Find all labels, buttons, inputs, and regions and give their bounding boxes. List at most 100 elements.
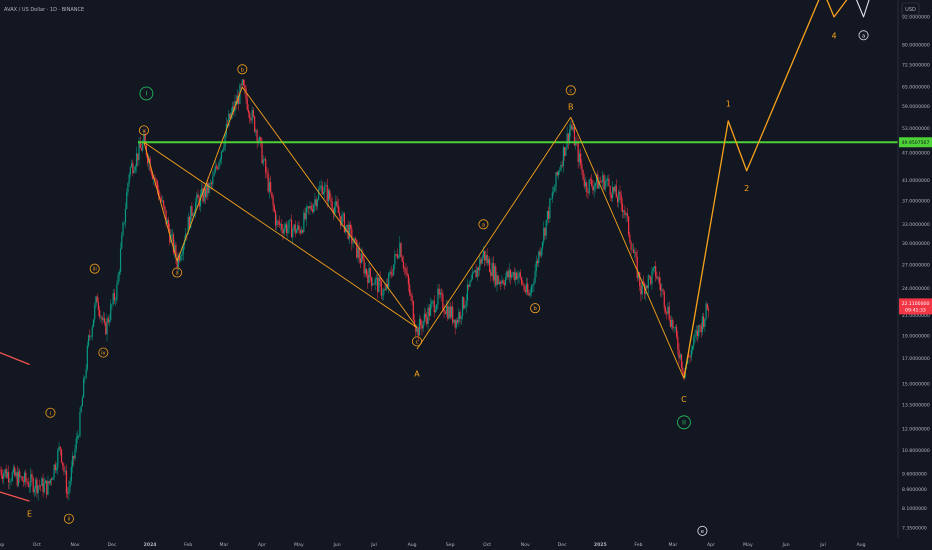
candle-body <box>624 210 626 215</box>
candle-body <box>33 488 36 493</box>
candle-body <box>442 294 444 310</box>
time-axis-panel[interactable] <box>0 538 932 550</box>
orange-wave-pattern[interactable] <box>416 116 685 379</box>
wave-label-circle <box>858 30 869 41</box>
candle-body <box>76 436 79 439</box>
candle-body <box>171 234 173 235</box>
candle-body <box>672 319 674 329</box>
y-tick-label: 65.0000000 <box>902 85 930 91</box>
candle-body <box>68 487 70 495</box>
candle-body <box>394 254 396 265</box>
wave-label: a <box>176 271 179 277</box>
orange-projection-path[interactable] <box>683 0 861 379</box>
y-tick-label: 19.0000000 <box>902 333 930 339</box>
candle-body <box>215 166 218 168</box>
candle-body <box>217 167 219 169</box>
candle-body <box>658 277 660 284</box>
drawings-layer[interactable] <box>0 0 872 502</box>
candle-body <box>568 129 571 143</box>
candle-body <box>629 234 631 243</box>
candle-body <box>699 325 701 327</box>
candle-body <box>100 316 102 318</box>
wave-label-circle <box>45 407 56 418</box>
x-tick-label: Aug <box>408 542 417 548</box>
wave-label-circle <box>677 415 691 430</box>
candle-body <box>636 256 638 279</box>
candle-body <box>484 250 486 261</box>
candle-body <box>567 133 569 143</box>
candle-body <box>485 254 487 261</box>
candle-body <box>54 464 56 471</box>
red-trendline[interactable] <box>0 489 30 502</box>
candle-body <box>657 277 659 279</box>
candle-body <box>210 183 213 185</box>
price-axis-panel[interactable] <box>898 0 932 550</box>
candle-body <box>397 256 400 258</box>
candle-body <box>514 272 517 281</box>
candle-body <box>493 266 496 281</box>
candle-body <box>332 209 334 214</box>
time-axis[interactable]: Sep Oct Nov Dec 2024 Feb Mar Apr May Jun Jul Aug Sep… <box>0 542 866 548</box>
red-trendline[interactable] <box>0 349 30 366</box>
candle-body <box>604 180 606 190</box>
candle-body <box>492 262 494 281</box>
candle-body <box>359 258 362 263</box>
candle-body <box>418 319 421 336</box>
candle-body <box>348 224 350 239</box>
candle-body <box>407 275 410 285</box>
candle-body <box>655 266 657 277</box>
candle-body <box>618 191 620 203</box>
currency-box[interactable] <box>901 2 920 16</box>
candle-body <box>661 289 663 291</box>
candle-body <box>625 213 627 215</box>
candle-body <box>631 249 633 251</box>
candle-body <box>267 173 269 192</box>
candle-body <box>48 481 50 484</box>
candle-body <box>603 175 605 190</box>
currency-label[interactable]: USD <box>905 7 916 13</box>
candle-body <box>276 220 278 226</box>
x-tick-label: Jun <box>332 542 340 548</box>
candle-body <box>646 285 648 289</box>
candle-body <box>580 153 582 165</box>
candle-body <box>187 216 189 235</box>
candle-body <box>621 203 624 212</box>
candle-body <box>297 225 299 231</box>
candle-body <box>256 130 258 142</box>
candle-body <box>112 293 114 304</box>
orange-wave-pattern[interactable] <box>143 86 418 329</box>
candle-body <box>506 271 508 278</box>
candle-body <box>395 254 397 255</box>
candle-body <box>69 480 71 488</box>
current-price-label: 22.1100000 <box>902 301 930 307</box>
candle-body <box>495 266 497 286</box>
candle-body <box>530 285 533 293</box>
candle-body <box>326 185 328 202</box>
candle-body <box>266 172 268 174</box>
candle-body <box>191 206 193 216</box>
candle-body <box>71 455 74 467</box>
candle-body <box>640 286 642 295</box>
candle-body <box>592 185 594 191</box>
current-price-badge <box>899 298 932 315</box>
candle-body <box>677 336 679 350</box>
candle-body <box>701 316 704 333</box>
wave-label: 4 <box>831 31 836 40</box>
candle-body <box>516 272 518 280</box>
candle-body <box>612 187 614 198</box>
white-projection-path[interactable] <box>852 0 872 18</box>
candle-body <box>322 191 325 195</box>
candle-body <box>31 474 33 479</box>
candle-body <box>329 190 331 200</box>
candle-body <box>156 181 159 190</box>
candle-body <box>610 194 612 198</box>
candle-body <box>370 277 373 286</box>
price-axis[interactable]: 92.0000000 80.0000000 72.5000000 65.0000000… <box>902 14 930 531</box>
candle-body <box>545 220 547 236</box>
candle-body <box>543 228 545 242</box>
candle-body <box>488 259 491 273</box>
candle-body <box>409 284 411 294</box>
candle-body <box>390 271 392 275</box>
